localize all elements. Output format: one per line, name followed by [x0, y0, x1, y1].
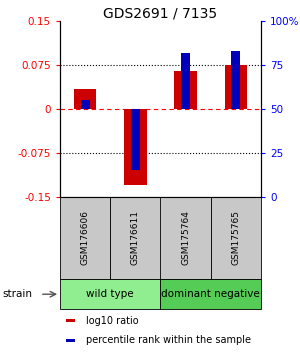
Bar	[81, 100, 90, 109]
Bar	[66, 338, 75, 342]
Text: log10 ratio: log10 ratio	[86, 316, 139, 326]
Text: GSM176606: GSM176606	[81, 211, 90, 266]
Text: percentile rank within the sample: percentile rank within the sample	[86, 335, 251, 345]
Bar	[181, 53, 190, 109]
Bar	[110, 197, 160, 279]
Title: GDS2691 / 7135: GDS2691 / 7135	[103, 6, 218, 20]
Bar	[174, 71, 197, 109]
Bar	[211, 197, 261, 279]
Bar	[66, 319, 75, 322]
Text: strain: strain	[2, 289, 32, 299]
Text: dominant negative: dominant negative	[161, 289, 260, 299]
Bar	[74, 88, 96, 109]
Bar	[231, 51, 240, 109]
Bar	[225, 65, 247, 109]
Bar	[131, 109, 140, 171]
Text: wild type: wild type	[86, 289, 134, 299]
Bar	[160, 197, 211, 279]
Bar	[124, 109, 147, 185]
Bar	[160, 279, 261, 309]
Bar	[60, 197, 110, 279]
Text: GSM176611: GSM176611	[131, 211, 140, 266]
Bar	[60, 279, 160, 309]
Text: GSM175764: GSM175764	[181, 211, 190, 266]
Text: GSM175765: GSM175765	[231, 211, 240, 266]
